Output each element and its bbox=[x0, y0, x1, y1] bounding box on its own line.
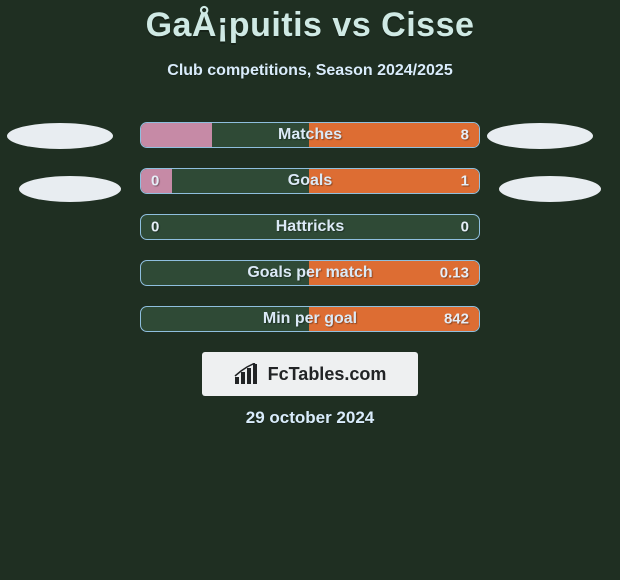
stat-fill-right bbox=[309, 169, 479, 193]
decorative-ellipse bbox=[19, 176, 121, 202]
stat-bar: Hattricks0 0 bbox=[140, 214, 480, 240]
stat-bar: Goals per match0.13 bbox=[140, 260, 480, 286]
stat-bar: Matches8 bbox=[140, 122, 480, 148]
decorative-ellipse bbox=[499, 176, 601, 202]
stat-fill-right bbox=[309, 123, 479, 147]
stat-rows: Matches8 Goals01 Hattricks0 0 Goals per matc… bbox=[0, 122, 620, 332]
stat-value-right: 0 bbox=[461, 219, 469, 236]
brand-badge: FcTables.com bbox=[202, 352, 418, 396]
stat-fill-right bbox=[309, 261, 479, 285]
stat-row: Hattricks0 0 bbox=[0, 214, 620, 240]
brand-bar-icon bbox=[234, 363, 260, 385]
decorative-ellipse bbox=[487, 123, 593, 149]
stat-bar: Min per goal842 bbox=[140, 306, 480, 332]
stat-bar: Goals01 bbox=[140, 168, 480, 194]
stat-label: Hattricks bbox=[141, 218, 479, 236]
subtitle: Club competitions, Season 2024/2025 bbox=[0, 62, 620, 80]
stat-row: Goals per match0.13 bbox=[0, 260, 620, 286]
stat-fill-left bbox=[141, 123, 212, 147]
brand-text: FcTables.com bbox=[268, 364, 387, 385]
stat-value-left: 0 bbox=[151, 219, 159, 236]
stat-fill-right bbox=[309, 307, 479, 331]
stat-fill-left bbox=[141, 169, 172, 193]
date-caption: 29 october 2024 bbox=[0, 408, 620, 428]
page-title: GaÅ¡puitis vs Cisse bbox=[0, 0, 620, 45]
decorative-ellipse bbox=[7, 123, 113, 149]
stat-row: Min per goal842 bbox=[0, 306, 620, 332]
comparison-infographic: GaÅ¡puitis vs Cisse Club competitions, S… bbox=[0, 0, 620, 580]
